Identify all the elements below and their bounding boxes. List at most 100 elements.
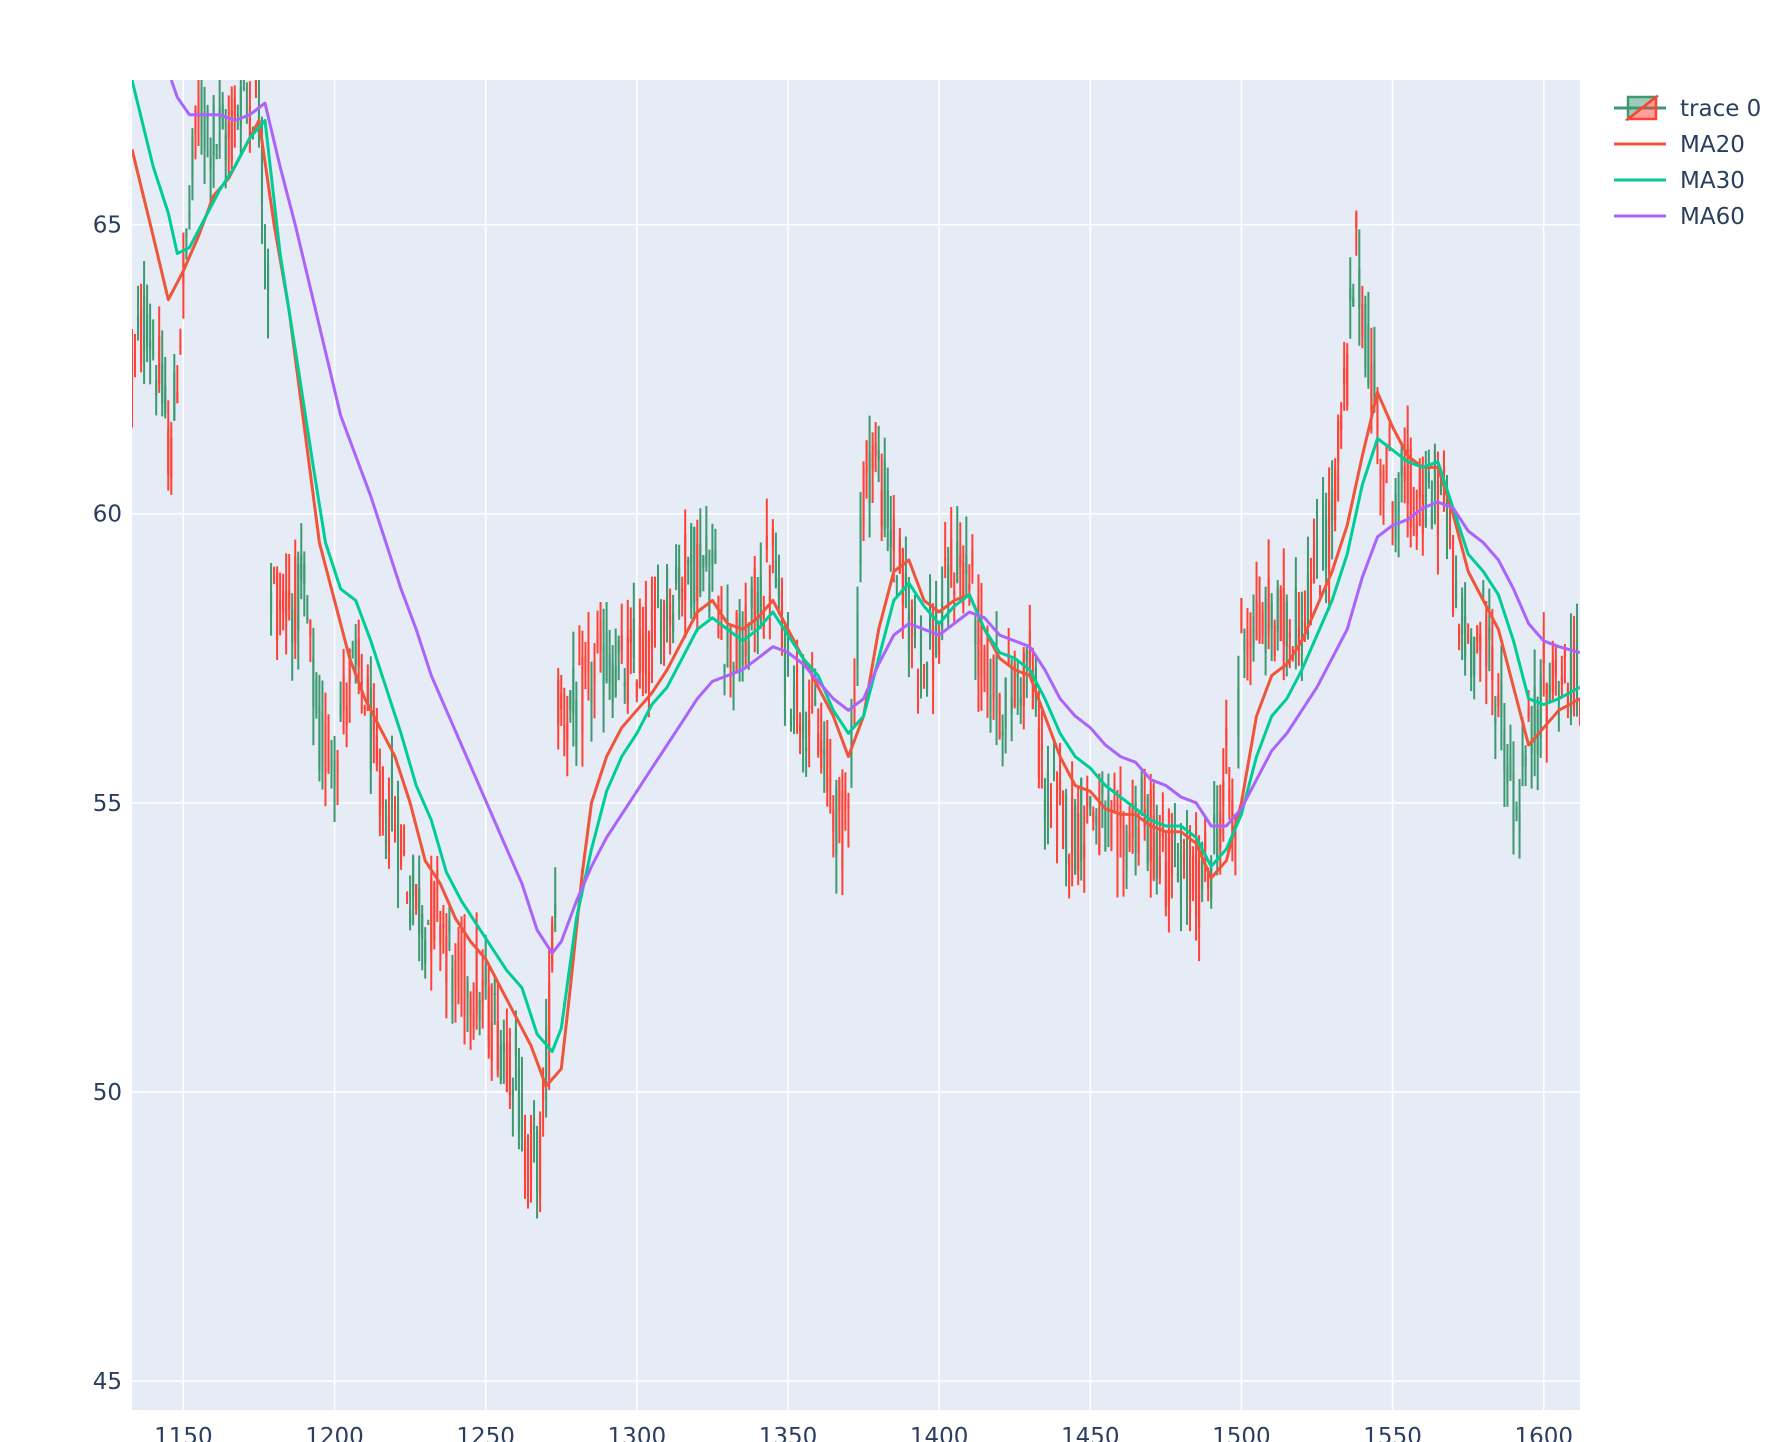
candle-body: [1282, 588, 1285, 645]
candle-body: [835, 788, 838, 855]
candle-body: [1122, 823, 1125, 859]
candle: [1337, 414, 1340, 502]
candle-body: [212, 104, 215, 156]
candle-body: [847, 801, 850, 809]
candle: [690, 522, 693, 619]
candle: [1361, 285, 1364, 349]
candle: [962, 545, 965, 614]
candle: [1403, 427, 1406, 504]
candle: [965, 516, 968, 598]
candle: [1237, 655, 1240, 769]
candle: [185, 228, 188, 260]
candle-body: [605, 632, 608, 681]
candle-body: [1225, 728, 1228, 746]
candle-body: [273, 577, 276, 580]
candle: [548, 946, 551, 1090]
candle-body: [1270, 602, 1273, 628]
candle: [1204, 816, 1207, 882]
candle: [847, 792, 850, 848]
candle-body: [412, 856, 415, 897]
candle-body: [520, 1093, 524, 1139]
candle: [753, 555, 756, 653]
candle-body: [260, 131, 264, 205]
candle-body: [871, 445, 874, 469]
candle-body: [666, 568, 669, 622]
candle: [511, 1077, 514, 1137]
candle-body: [1264, 598, 1267, 653]
candle: [294, 539, 297, 660]
candle-body: [396, 797, 400, 874]
candle-body: [505, 1042, 508, 1092]
candle-body: [399, 830, 403, 867]
candle-body: [209, 155, 212, 171]
candle-body: [1379, 469, 1382, 477]
candle: [532, 1100, 536, 1163]
candle-body: [418, 888, 421, 935]
candle: [998, 692, 1001, 740]
candle: [436, 855, 439, 922]
candle-body: [1104, 806, 1107, 851]
candle: [1382, 464, 1385, 525]
legend-item-ma30[interactable]: MA30: [1614, 168, 1745, 194]
candle-body: [1219, 812, 1222, 849]
candle-body: [1572, 639, 1576, 710]
candle-body: [650, 613, 654, 649]
candle: [789, 708, 793, 732]
candle-body: [953, 590, 956, 595]
candle-body: [173, 371, 176, 421]
candle: [989, 658, 992, 733]
legend-item-ma20[interactable]: MA20: [1614, 132, 1745, 158]
candle-body: [1485, 616, 1488, 667]
candle: [1461, 587, 1464, 661]
candle-body: [747, 641, 750, 668]
legend[interactable]: trace 0 MA20 MA30 MA60: [1614, 94, 1761, 230]
legend-item-ma60[interactable]: MA60: [1614, 204, 1745, 230]
candle-body: [472, 1012, 475, 1028]
candle: [330, 739, 333, 789]
candle: [980, 582, 983, 711]
candle-body: [1140, 778, 1143, 810]
candle: [856, 586, 859, 686]
candle-body: [647, 669, 650, 689]
candle: [133, 333, 137, 378]
candle-body: [321, 711, 324, 762]
candle: [1222, 748, 1225, 842]
candle: [499, 1029, 502, 1085]
candle: [191, 128, 194, 201]
candle: [1065, 788, 1068, 887]
candle-body: [1158, 855, 1161, 878]
candle-body: [306, 617, 309, 621]
candle-body: [1376, 406, 1379, 431]
candle: [868, 415, 871, 538]
candle: [478, 991, 481, 1036]
candle-body: [1192, 856, 1195, 893]
candle-body: [916, 678, 920, 680]
candle: [1458, 623, 1461, 651]
candle-body: [892, 518, 895, 551]
candle-body: [1222, 781, 1225, 806]
candle: [835, 779, 838, 894]
candle-body: [1273, 626, 1276, 657]
candle-body: [1506, 765, 1509, 784]
candle: [336, 749, 339, 806]
candle-body: [771, 528, 774, 547]
legend-item-trace-0[interactable]: trace 0: [1614, 94, 1761, 122]
candle: [1542, 612, 1545, 697]
candle: [1040, 711, 1043, 789]
candle: [481, 949, 484, 1029]
candle-body: [1086, 792, 1089, 806]
candle: [146, 284, 149, 363]
candle: [1473, 636, 1476, 700]
candle-body: [1167, 836, 1170, 906]
candle-body: [1312, 542, 1316, 584]
candle: [774, 532, 777, 589]
candle-body: [802, 663, 805, 739]
candle: [1334, 458, 1337, 532]
candle-body: [333, 761, 336, 786]
candle: [1400, 441, 1403, 503]
candle: [1506, 743, 1509, 807]
candle-body: [977, 597, 980, 676]
candle: [333, 735, 336, 823]
candle-body: [1315, 537, 1319, 576]
candle-body: [941, 604, 944, 629]
